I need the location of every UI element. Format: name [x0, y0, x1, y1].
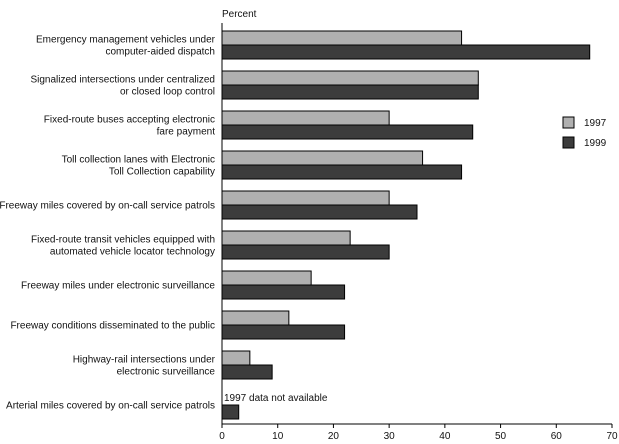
bar-1999	[221, 204, 418, 220]
category-label: Toll Collection capability	[109, 167, 215, 178]
bar-1999	[221, 164, 463, 180]
bar-1999	[221, 44, 591, 60]
category-label: Arterial miles covered by on-call servic…	[6, 401, 215, 412]
bar-1997	[221, 270, 312, 286]
legend-swatch-1997	[562, 116, 575, 129]
bar-1997	[221, 110, 390, 126]
category-label: Freeway miles under electronic surveilla…	[21, 281, 215, 292]
category-label: automated vehicle locator technology	[50, 247, 215, 258]
y-axis-title: Percent	[222, 9, 257, 20]
bar-1999	[221, 324, 346, 340]
category-label: Signalized intersections under centraliz…	[30, 75, 215, 86]
category-label: Fixed-route buses accepting electronic	[44, 115, 215, 126]
legend: 1997 1999	[562, 116, 607, 149]
annotations: 1997 data not available	[224, 393, 328, 404]
bar-1999	[221, 404, 240, 420]
x-tick-label: 50	[495, 431, 507, 442]
category-label: electronic surveillance	[117, 367, 216, 378]
bar-1999	[221, 124, 474, 140]
x-tick-label: 40	[439, 431, 451, 442]
x-tick-label: 10	[272, 431, 284, 442]
category-label: fare payment	[157, 127, 216, 138]
category-label: Freeway conditions disseminated to the p…	[10, 321, 215, 332]
x-tick-label: 60	[551, 431, 563, 442]
x-tick-label: 20	[328, 431, 340, 442]
category-label: Freeway miles covered by on-call service…	[0, 201, 215, 212]
category-label: Emergency management vehicles under	[36, 35, 216, 46]
bar-1997	[221, 150, 424, 166]
legend-label-1999: 1999	[584, 138, 607, 149]
category-label: or closed loop control	[120, 87, 215, 98]
bar-1997	[221, 190, 390, 206]
bar-1997	[221, 30, 463, 46]
legend-label-1997: 1997	[584, 118, 607, 129]
category-label: Highway-rail intersections under	[73, 355, 216, 366]
bar-1999	[221, 244, 390, 260]
annotation-text: 1997 data not available	[224, 393, 328, 404]
x-tick-label: 30	[384, 431, 396, 442]
bar-1997	[221, 70, 479, 86]
bar-1999	[221, 364, 273, 380]
bar-1997	[221, 350, 251, 366]
category-label: computer-aided dispatch	[105, 47, 215, 58]
legend-swatch-1999	[562, 136, 575, 149]
x-tick-label: 0	[219, 431, 225, 442]
category-label: Fixed-route transit vehicles equipped wi…	[31, 235, 215, 246]
x-tick-label: 70	[606, 431, 618, 442]
category-label: Toll collection lanes with Electronic	[62, 155, 215, 166]
category-labels: Emergency management vehicles undercompu…	[0, 35, 216, 412]
x-axis: 0 10 20 30 40 50 60 70	[219, 23, 618, 442]
bar-1997	[221, 310, 290, 326]
bar-1999	[221, 84, 479, 100]
bar-1999	[221, 284, 346, 300]
bars	[221, 30, 591, 420]
bar-1997	[221, 230, 351, 246]
